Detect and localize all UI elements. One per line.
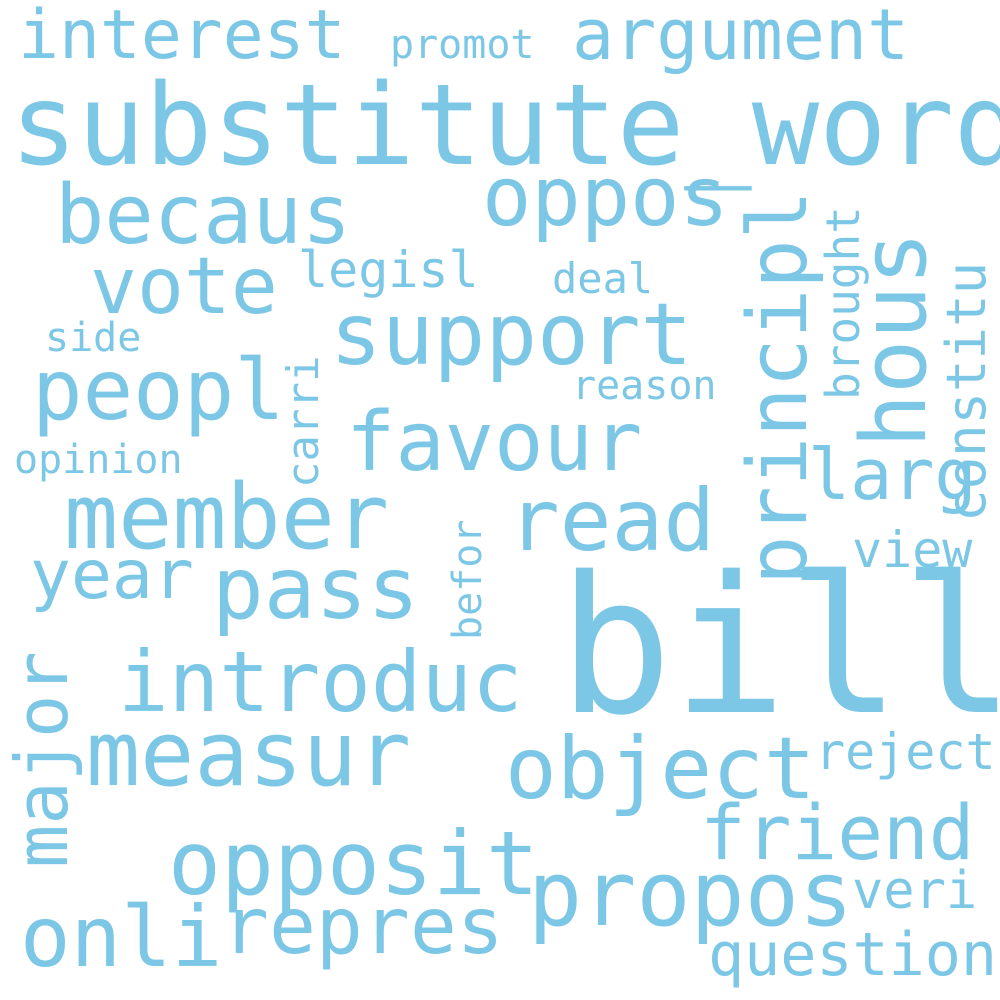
word-befor: befor	[445, 519, 491, 640]
word-side: side	[45, 315, 142, 361]
word-promot: promot	[390, 22, 535, 68]
word-opposit: opposit	[168, 812, 539, 915]
word-measur: measur	[86, 702, 412, 807]
word-peopl: peopl	[32, 341, 285, 439]
word-repres: repres	[222, 882, 504, 972]
word-veri: veri	[852, 861, 978, 921]
word-deal: deal	[552, 254, 654, 303]
word-read: read	[508, 471, 716, 571]
word-becaus: becaus	[55, 168, 352, 263]
word-oppos: oppos	[482, 150, 729, 245]
word-support: support	[330, 285, 693, 385]
word-favour: favour	[346, 395, 643, 490]
word-vote: vote	[90, 242, 278, 332]
word-major: major	[0, 651, 84, 868]
word-friend: friend	[700, 788, 975, 877]
word-larg: larg	[808, 434, 977, 516]
word-question: question	[708, 920, 997, 990]
word-object: object	[505, 719, 816, 819]
word-brought: brought	[816, 206, 870, 400]
word-reject: reject	[815, 723, 996, 781]
word-reason: reason	[572, 363, 717, 409]
word-onli: onli	[20, 888, 223, 986]
word-substitute-word: substitute_word	[10, 61, 1000, 191]
word-opinion: opinion	[14, 437, 183, 483]
word-propos: propos	[528, 842, 854, 947]
word-argument: argument	[572, 0, 910, 76]
word-legisl: legisl	[298, 241, 479, 299]
word-view: view	[852, 521, 973, 579]
word-year: year	[30, 536, 194, 615]
word-interest: interest	[18, 0, 346, 75]
word-bill: bill	[558, 536, 1000, 757]
word-principl: principl	[731, 190, 826, 585]
word-carri: carri	[278, 355, 329, 488]
word-introduc: introduc	[118, 633, 523, 731]
word-pass: pass	[212, 539, 420, 639]
word-constitu: constitu	[935, 261, 998, 522]
word-member: member	[64, 465, 390, 570]
